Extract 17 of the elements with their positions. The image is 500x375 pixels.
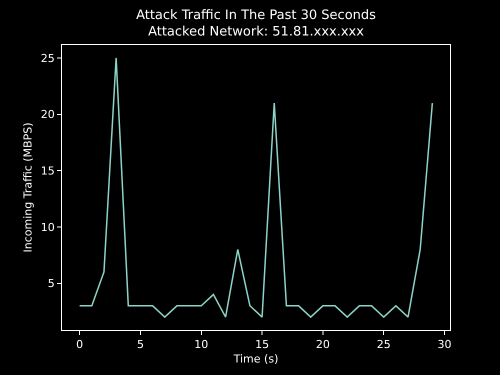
y-tick-label: 20 bbox=[40, 108, 55, 122]
x-tick-label: 0 bbox=[76, 338, 84, 352]
chart-subtitle: Attacked Network: 51.81.xxx.xxx bbox=[148, 24, 364, 40]
y-tick-label: 5 bbox=[48, 277, 55, 290]
x-tick-label: 30 bbox=[438, 338, 452, 352]
x-tick-label: 10 bbox=[194, 338, 208, 352]
x-tick-label: 5 bbox=[136, 338, 144, 352]
y-tick-label: 15 bbox=[40, 164, 55, 178]
x-axis-title: Time (s) bbox=[232, 352, 278, 366]
line-series bbox=[78, 57, 434, 318]
y-tick-label: 10 bbox=[40, 220, 55, 234]
y-tick-label: 25 bbox=[40, 52, 55, 65]
x-tick-label: 15 bbox=[255, 338, 270, 352]
y-axis-title: Incoming Traffic (MBPS) bbox=[21, 122, 34, 252]
x-tick-label: 25 bbox=[376, 338, 391, 352]
chart-title: Attack Traffic In The Past 30 Seconds bbox=[136, 8, 376, 23]
x-tick-label: 20 bbox=[316, 338, 330, 352]
